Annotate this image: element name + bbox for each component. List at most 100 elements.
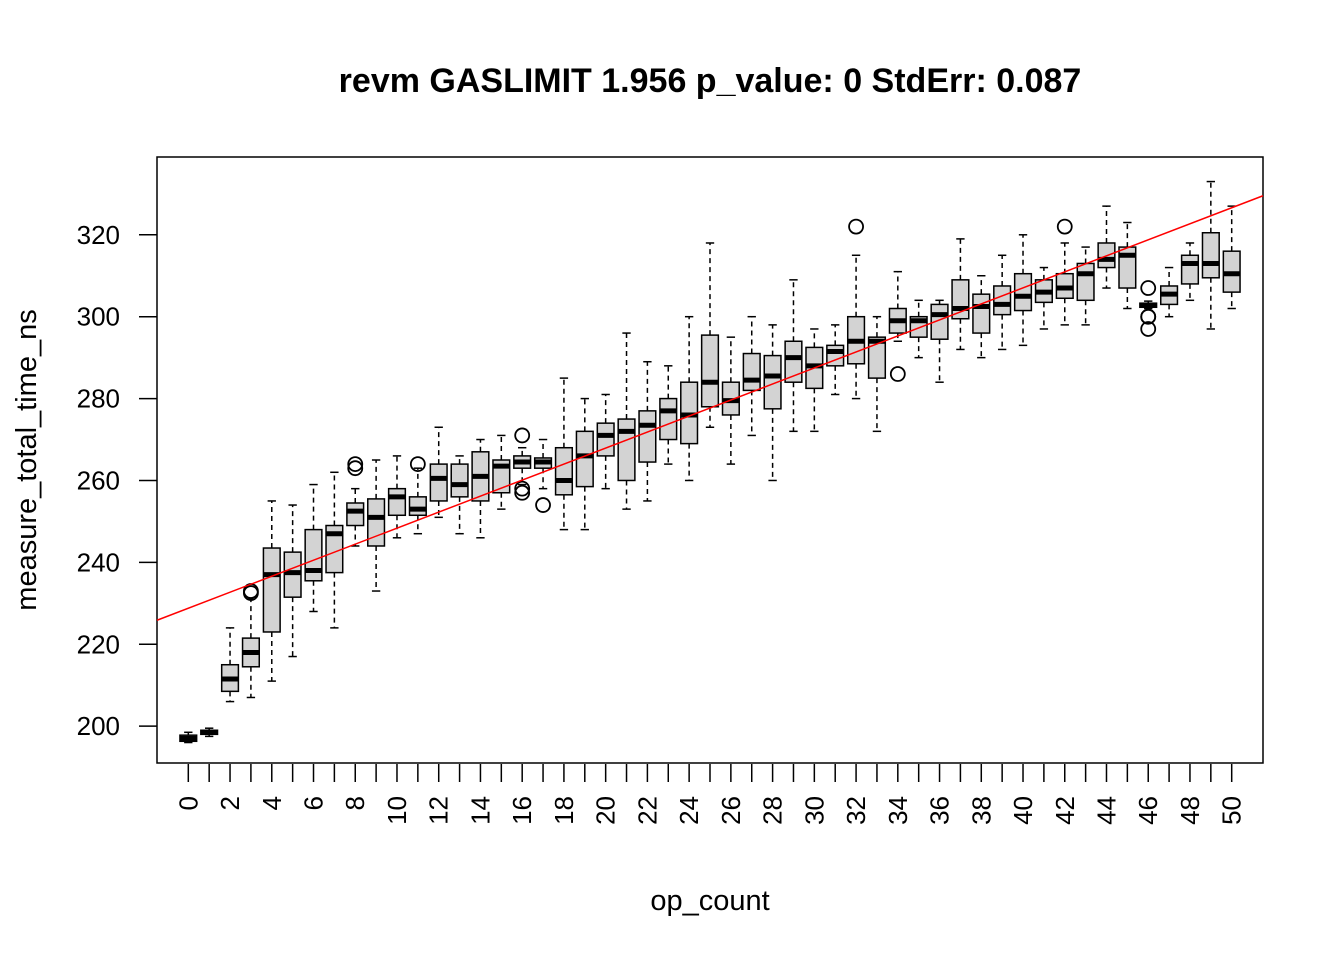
y-tick-label: 260 [77,465,120,495]
box-8 [346,456,365,547]
x-tick-label: 26 [716,796,746,825]
box-38 [972,274,991,359]
y-tick-label: 220 [77,629,120,659]
box-body [700,334,720,408]
box-5 [283,504,302,658]
box-41 [1034,266,1053,330]
box-body [304,528,323,582]
x-tick-label: 14 [465,796,495,825]
box-36 [930,299,949,383]
box-3 [241,583,261,699]
x-tick-label: 24 [674,796,704,825]
box-body [596,422,615,457]
x-tick-label: 32 [841,796,871,825]
box-body [429,463,448,502]
outlier-point [514,484,531,501]
box-body [659,397,678,441]
box-27 [742,315,761,437]
x-axis-label: op_count [650,885,769,917]
box-50 [1222,205,1241,310]
box-43 [1076,246,1095,326]
box-body [450,463,469,498]
box-20 [596,393,615,490]
box-10 [387,455,407,539]
outlier-point [1140,308,1157,325]
x-tick-label: 4 [257,796,287,810]
outlier-point [535,497,551,513]
outlier-point [514,427,531,444]
outlier-point [889,366,906,382]
x-tick-label: 0 [173,796,203,810]
x-tick-label: 8 [340,796,370,810]
x-tick-label: 40 [1008,796,1038,825]
outlier-point [347,460,364,477]
box-37 [951,238,970,351]
box-44 [1097,205,1116,289]
x-tick-label: 34 [883,796,913,825]
x-tick-label: 46 [1133,796,1163,825]
outlier-point [409,456,426,472]
x-tick-label: 44 [1091,796,1121,825]
box-14 [471,438,490,539]
y-tick-label: 280 [77,384,120,414]
box-15 [492,434,511,510]
box-13 [450,455,469,535]
box-body [346,502,365,527]
x-tick-label: 38 [966,796,996,825]
box-2 [220,627,240,703]
plot-frame [156,156,1264,764]
x-tick-label: 50 [1217,796,1247,825]
box-24 [680,315,699,482]
outlier-point [243,585,259,601]
box-body [742,352,761,392]
box-1 [200,727,219,738]
box-49 [1201,180,1220,330]
x-tick-label: 12 [424,796,454,825]
box-body [1013,272,1033,312]
box-7 [325,471,344,629]
box-body [867,336,887,379]
x-tick-label: 22 [632,796,662,825]
box-45 [1118,221,1137,310]
box-body [617,418,636,482]
x-tick-label: 16 [507,796,537,825]
box-6 [304,483,323,613]
outlier-point [1140,280,1157,296]
box-23 [659,365,678,465]
y-tick-label: 300 [77,302,120,332]
box-31 [826,324,845,396]
x-tick-label: 48 [1175,796,1205,825]
y-tick-label: 240 [77,547,120,577]
box-body [951,279,970,320]
y-axis-label: measure_total_time_ns [11,309,43,610]
regression-line [156,195,1264,621]
x-tick-label: 18 [549,796,579,825]
outlier-point [347,456,364,472]
box-22 [638,360,657,502]
box-body [554,446,574,496]
box-body [972,293,991,334]
outlier-point [1056,218,1073,235]
box-30 [805,328,824,433]
x-tick-label: 36 [925,796,955,825]
box-11 [408,456,427,535]
box-body [638,410,657,463]
x-tick-label: 6 [299,796,329,810]
box-26 [721,336,740,465]
box-39 [993,254,1012,351]
box-9 [367,459,386,592]
outlier-point [1140,321,1157,337]
box-body [1180,254,1200,285]
x-tick-label: 30 [799,796,829,825]
box-29 [784,279,803,433]
box-body [1201,232,1220,279]
x-tick-label: 10 [382,796,412,825]
outlier-point [848,218,864,235]
box-body [408,496,427,517]
x-tick-label: 42 [1050,796,1080,825]
outlier-point [514,480,531,497]
box-12 [429,426,448,519]
x-tick-label: 20 [591,796,621,825]
